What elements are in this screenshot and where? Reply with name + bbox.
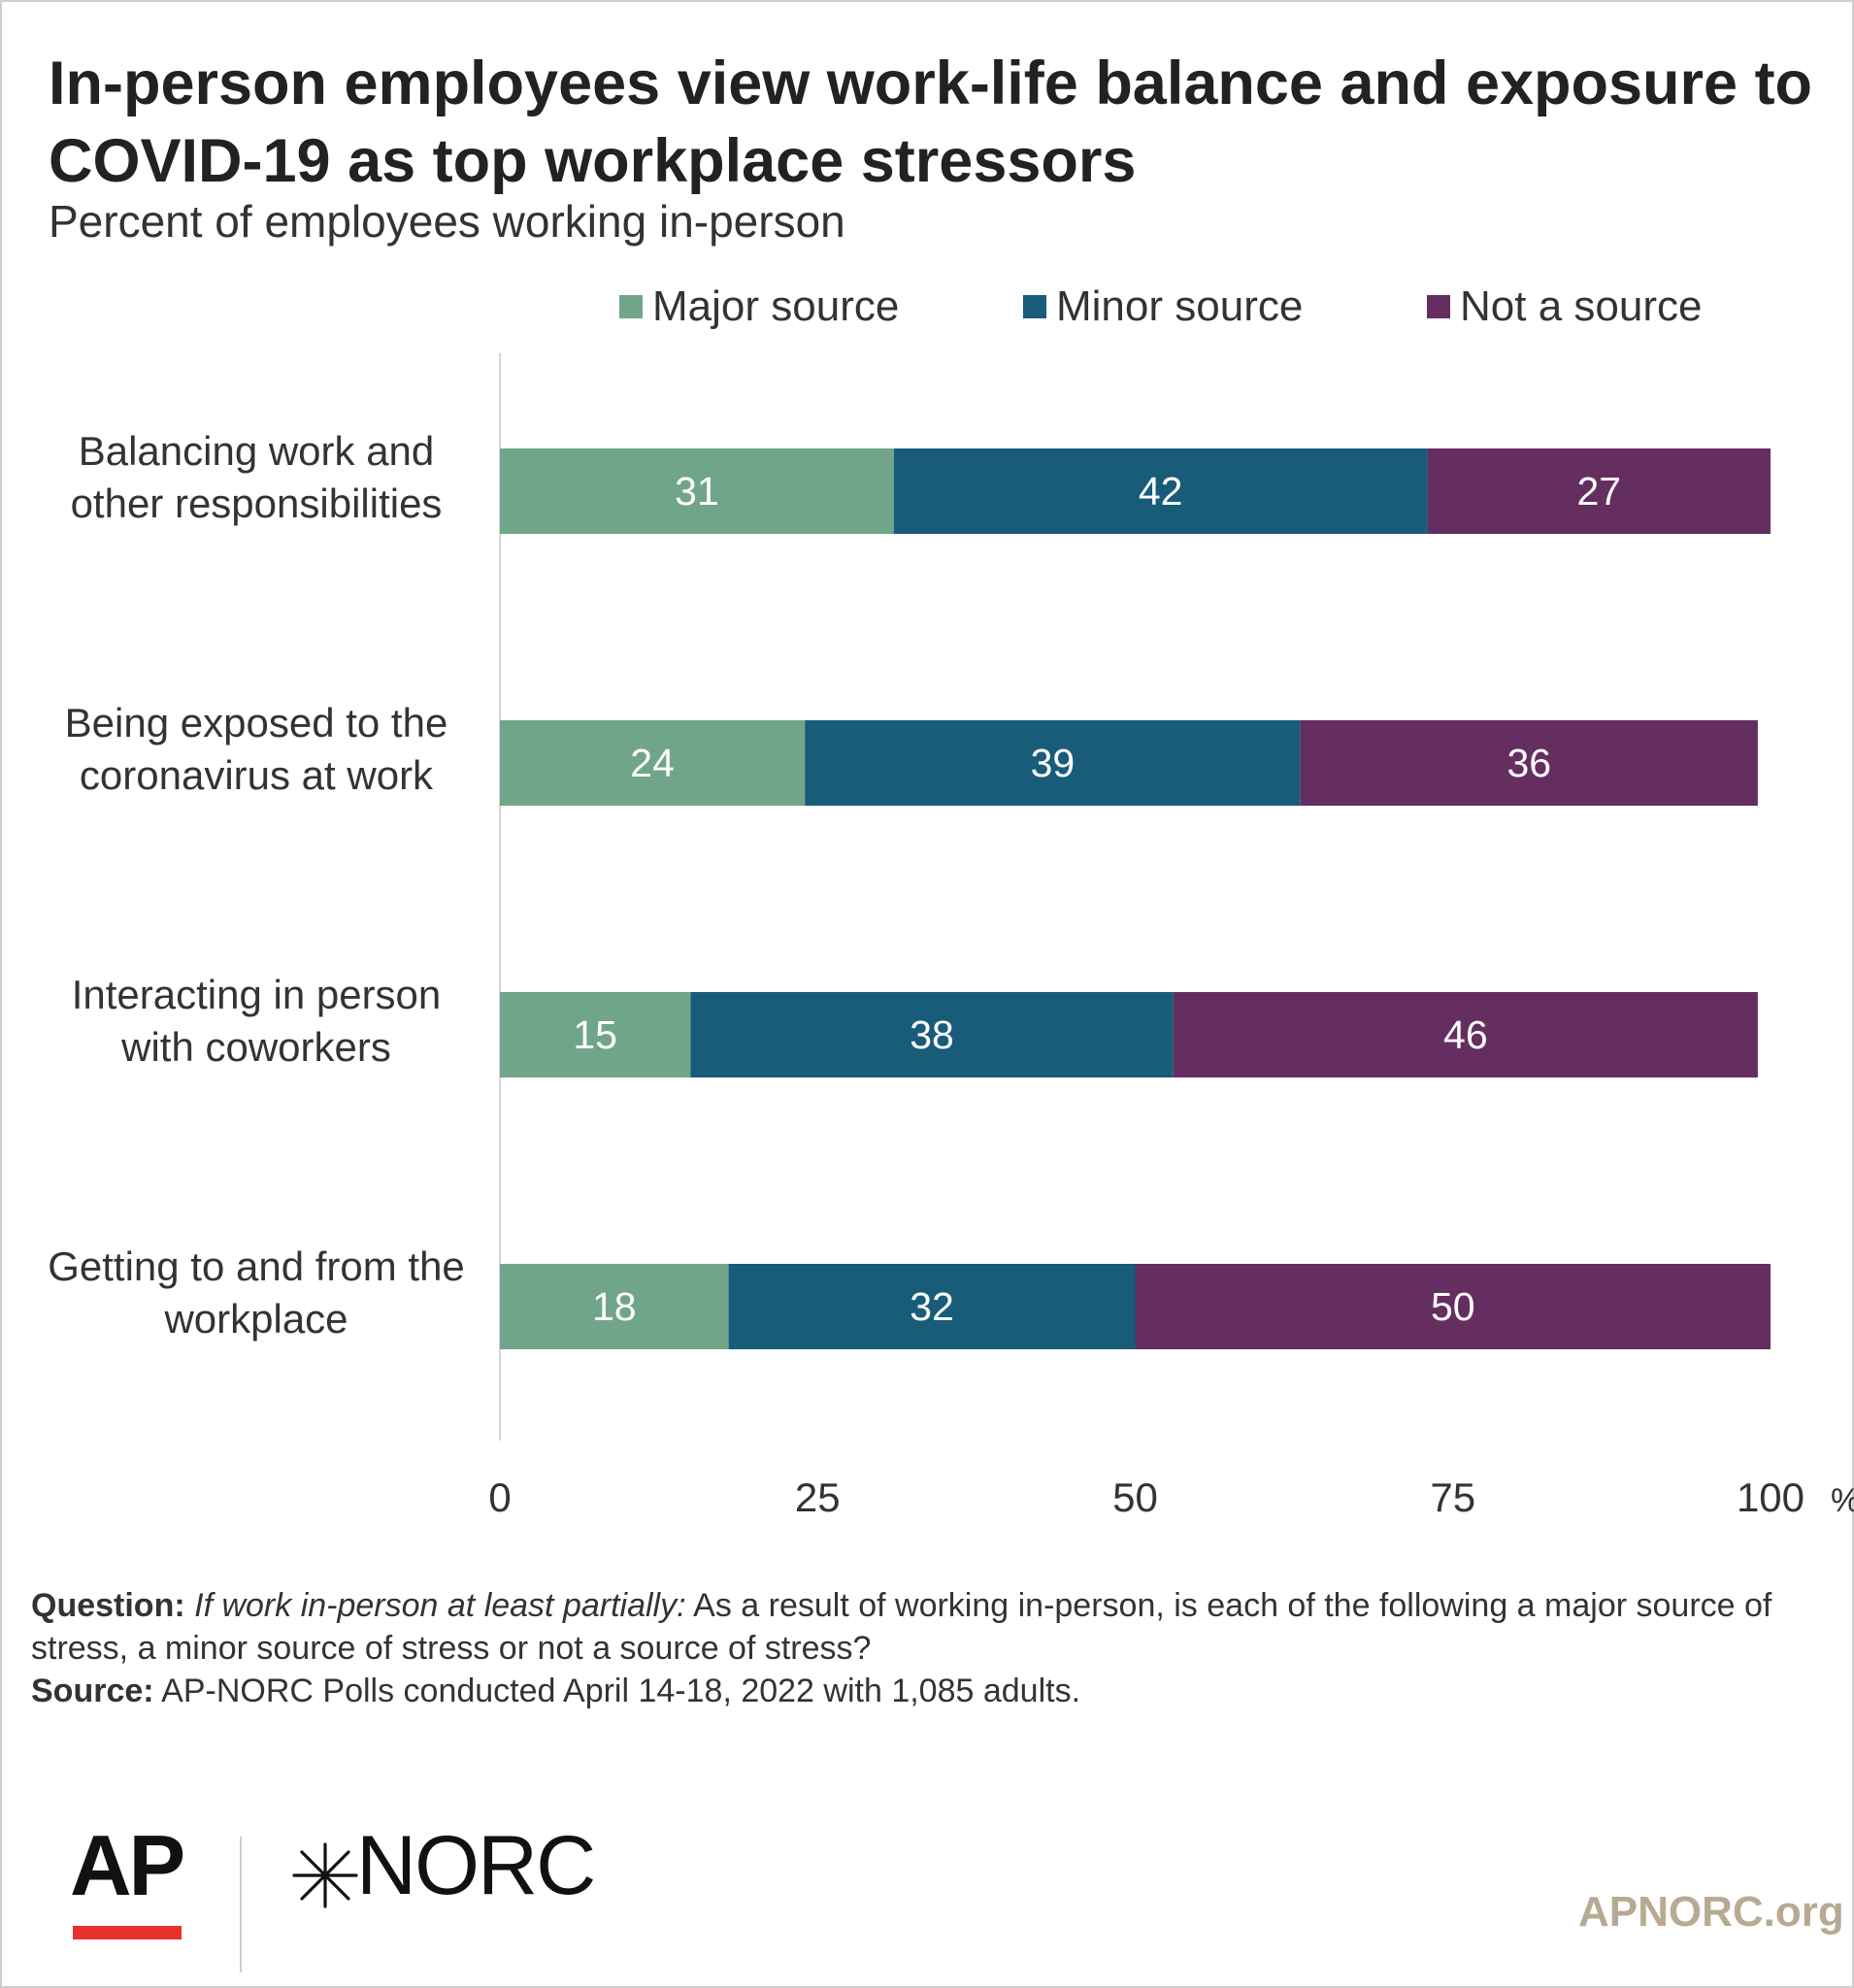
norc-logo: NORC (356, 1819, 596, 1912)
norc-star-icon (292, 1842, 358, 1908)
ap-logo: AP (70, 1817, 185, 1913)
footnote: Question: If work in-person at least par… (31, 1584, 1817, 1712)
site-url: APNORC.org (1578, 1888, 1844, 1936)
question-text: As a result of working in-person, is eac… (31, 1587, 1772, 1667)
source-line: Source: AP-NORC Polls conducted April 14… (31, 1670, 1817, 1712)
bar-value-label: 46 (1443, 1012, 1488, 1057)
x-tick-label: 0 (488, 1474, 511, 1520)
stacked-bar-chart: Balancing work and other responsibilities… (48, 353, 1854, 1520)
category-label: Balancing work and other responsibilities (71, 428, 443, 526)
bar-segment-not-a-source (1173, 992, 1758, 1077)
x-tick-label: 50 (1112, 1474, 1158, 1520)
question-condition: If work in-person at least partially: (194, 1587, 686, 1624)
bar-segment-minor-source (805, 720, 1301, 806)
legend-label-not: Not a source (1460, 282, 1703, 330)
bar-value-label: 36 (1506, 741, 1551, 785)
source-label: Source: (31, 1673, 154, 1709)
chart-title: In-person employees view work-life balan… (49, 50, 1813, 195)
bar-segment-minor-source (690, 992, 1174, 1077)
bar-segment-major-source (500, 720, 806, 806)
bar-segment-major-source (500, 992, 691, 1077)
bar-value-label: 38 (910, 1012, 954, 1057)
chart-subtitle: Percent of employees working in-person (49, 196, 845, 247)
bar-value-label: 39 (1031, 741, 1076, 785)
category-label: Being exposed to the coronavirus at work (65, 700, 448, 798)
bar-value-label: 24 (630, 741, 675, 785)
bar-segment-minor-source (728, 1264, 1136, 1349)
legend-swatch-not (1427, 295, 1450, 318)
legend-swatch-major (619, 295, 643, 318)
legend-label-minor: Minor source (1056, 282, 1304, 330)
x-tick-label: 100 (1737, 1474, 1804, 1520)
ap-logo-underline (73, 1926, 182, 1939)
bar-value-label: 32 (910, 1284, 954, 1329)
source-text: AP-NORC Polls conducted April 14-18, 202… (161, 1673, 1081, 1709)
bar-value-label: 50 (1431, 1284, 1475, 1329)
bar-value-label: 27 (1576, 469, 1621, 514)
category-label: Getting to and from the workplace (48, 1243, 465, 1342)
x-axis-unit: % (1831, 1482, 1854, 1519)
bar-segment-major-source (500, 1264, 729, 1349)
bar-value-label: 18 (592, 1284, 637, 1329)
bar-value-label: 15 (573, 1012, 617, 1057)
bar-segment-not-a-source (1135, 1264, 1771, 1349)
legend-label-major: Major source (652, 282, 900, 330)
bar-segment-major-source (500, 448, 894, 534)
bar-segment-minor-source (893, 448, 1428, 534)
bar-segment-not-a-source (1300, 720, 1758, 806)
question-line: Question: If work in-person at least par… (31, 1584, 1817, 1670)
legend-swatch-minor (1023, 295, 1046, 318)
category-label: Interacting in person with coworkers (72, 972, 442, 1070)
x-tick-label: 75 (1430, 1474, 1475, 1520)
bar-value-label: 42 (1139, 469, 1183, 514)
logo-divider (240, 1837, 242, 1972)
bar-value-label: 31 (675, 469, 719, 514)
x-tick-label: 25 (795, 1474, 841, 1520)
question-label: Question: (31, 1587, 185, 1624)
bar-segment-not-a-source (1427, 448, 1771, 534)
